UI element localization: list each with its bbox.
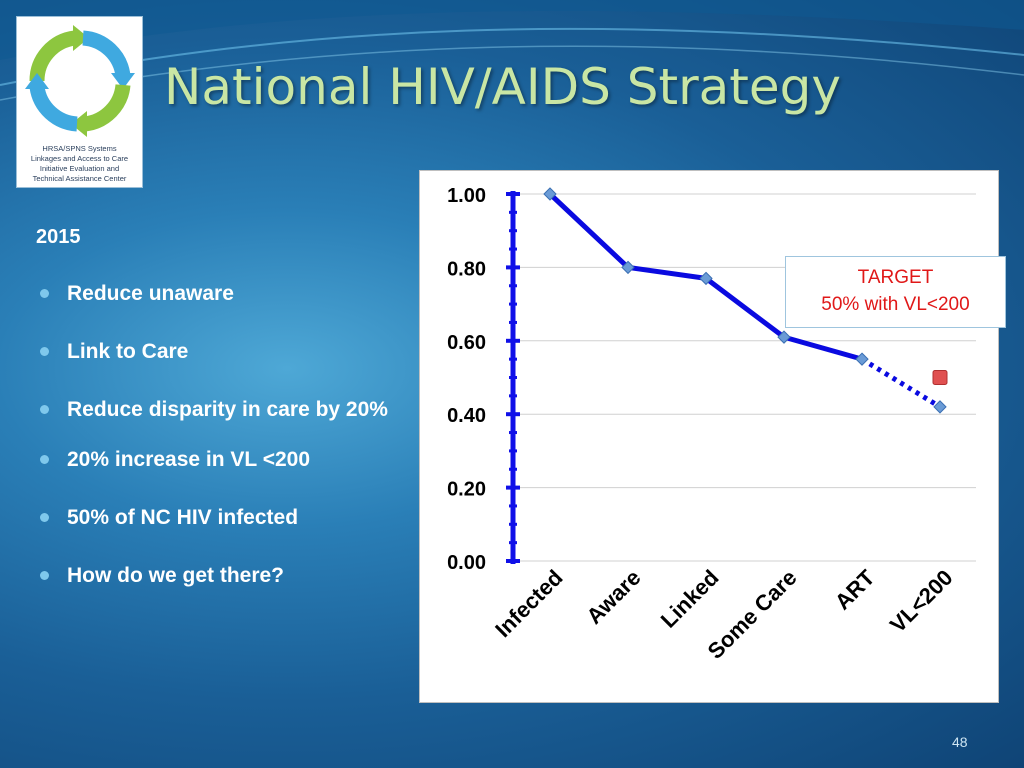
data-point-linked bbox=[699, 271, 713, 286]
y-tick-label: 0.60 bbox=[447, 332, 486, 354]
x-category-label: VL<200 bbox=[885, 565, 958, 638]
data-point-some-care bbox=[777, 330, 791, 344]
logo-caption-line: HRSA/SPNS Systems bbox=[42, 144, 117, 153]
data-point-aware bbox=[621, 260, 635, 275]
bullet-item: 20% increase in VL <200 bbox=[36, 445, 416, 474]
bullet-item: 50% of NC HIV infected bbox=[36, 503, 416, 532]
logo-caption: HRSA/SPNS Systems Linkages and Access to… bbox=[17, 144, 142, 184]
logo-caption-line: Linkages and Access to Care bbox=[30, 154, 129, 163]
data-point-art bbox=[855, 352, 869, 366]
slide-title: National HIV/AIDS Strategy bbox=[164, 58, 841, 116]
logo-caption-line: Technical Assistance Center bbox=[32, 174, 127, 183]
data-point-infected bbox=[543, 187, 557, 201]
data-point-vl-200 bbox=[933, 400, 947, 414]
y-tick-label: 1.00 bbox=[447, 185, 486, 207]
line-chart: 0.00 0.20 0.40 0.60 0.80 1.00 Infected Aware Lin… bbox=[447, 185, 976, 664]
slide-number: 48 bbox=[952, 734, 968, 750]
slide-content: 2015 Reduce unaware Link to Care Reduce … bbox=[36, 226, 416, 619]
x-category-label: ART bbox=[830, 564, 880, 614]
y-tick-label: 0.40 bbox=[447, 405, 486, 427]
x-category-label: Infected bbox=[490, 565, 567, 642]
target-callout-title: TARGET bbox=[857, 267, 934, 288]
bullet-item: Reduce disparity in care by 20% bbox=[36, 383, 416, 437]
chart-panel: 0.00 0.20 0.40 0.60 0.80 1.00 Infected Aware Lin… bbox=[419, 170, 999, 703]
y-tick-label: 0.00 bbox=[447, 552, 486, 574]
target-marker bbox=[932, 370, 948, 385]
year-heading: 2015 bbox=[36, 226, 81, 248]
recycle-arrows-icon bbox=[25, 25, 135, 137]
target-callout: TARGET 50% with VL<200 bbox=[785, 256, 1006, 328]
organization-logo: HRSA/SPNS Systems Linkages and Access to… bbox=[16, 16, 143, 188]
target-callout-detail: 50% with VL<200 bbox=[821, 294, 970, 315]
series-projection-line bbox=[860, 357, 942, 409]
bullet-list: Reduce unaware Link to Care Reduce dispa… bbox=[36, 279, 416, 590]
x-category-label: Linked bbox=[656, 565, 724, 633]
bullet-item: Reduce unaware bbox=[36, 279, 416, 308]
bullet-item: How do we get there? bbox=[36, 561, 416, 590]
bullet-item: Link to Care bbox=[36, 337, 416, 366]
y-tick-label: 0.20 bbox=[447, 479, 486, 501]
y-tick-label: 0.80 bbox=[447, 258, 486, 280]
logo-caption-line: Initiative Evaluation and bbox=[39, 164, 120, 173]
x-category-label: Aware bbox=[581, 565, 645, 629]
